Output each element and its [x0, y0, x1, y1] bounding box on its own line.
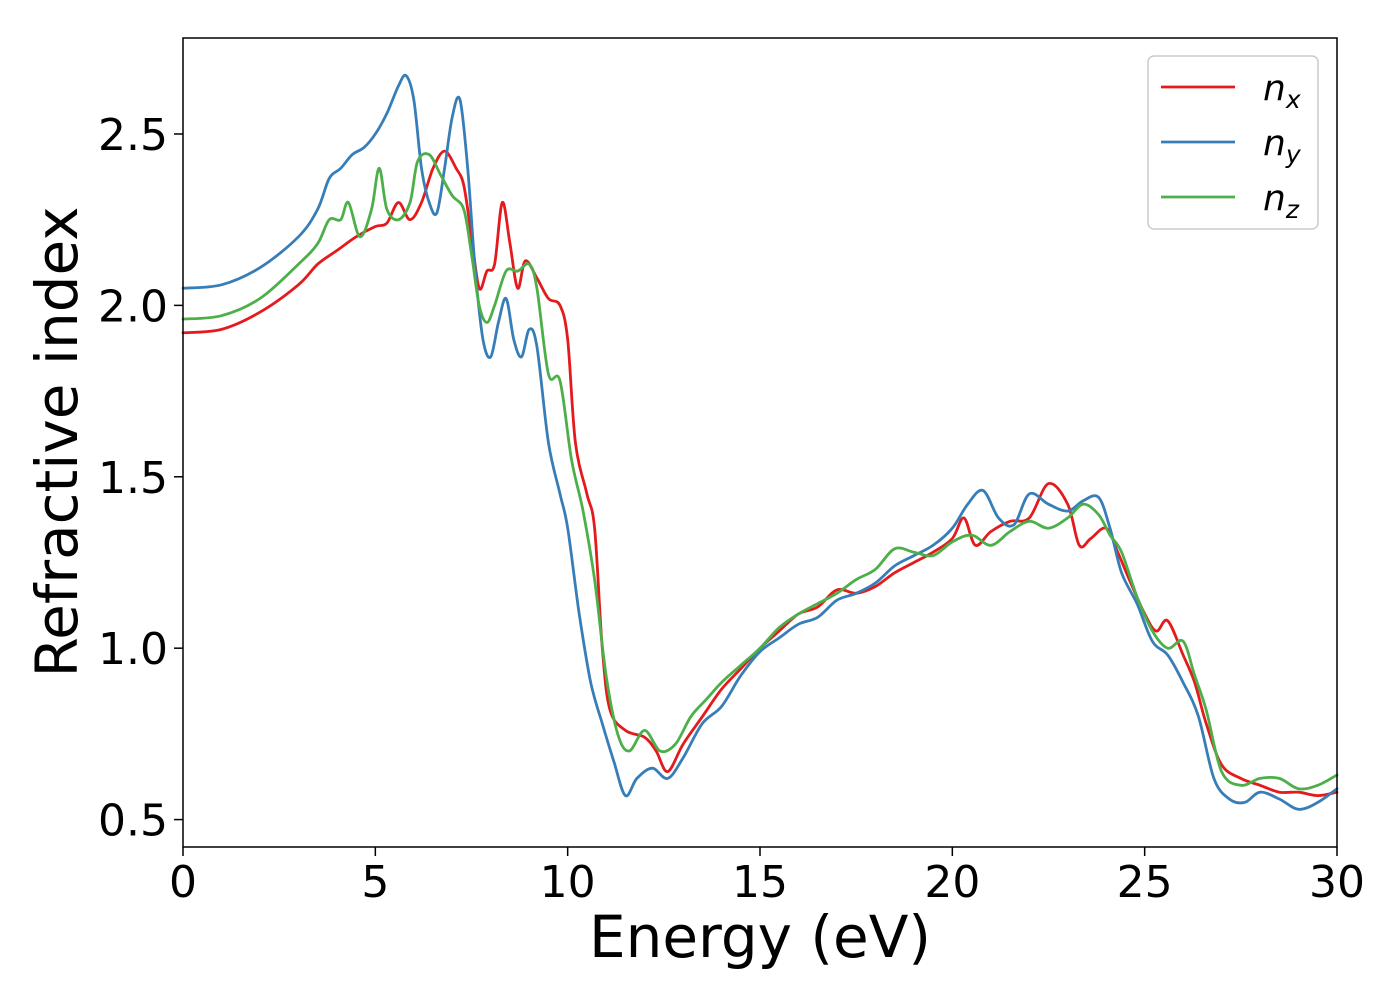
x-tick-label: 5: [361, 857, 389, 908]
legend: nx ny nz: [1147, 55, 1319, 230]
y-tick-label: 0.5: [98, 796, 168, 847]
y-tick-label: 1.5: [98, 453, 168, 504]
x-tick-label: 15: [732, 857, 788, 908]
x-tick-label: 20: [924, 857, 980, 908]
y-tick-label: 2.0: [98, 281, 168, 332]
series-line-ny: [181, 73, 1339, 811]
x-tick-label: 0: [169, 857, 197, 908]
x-axis-ticks: 0 5 10 15 20 25 30: [169, 847, 1365, 908]
plot-area: [183, 38, 1337, 847]
x-tick-label: 10: [540, 857, 596, 908]
y-axis-ticks: 0.5 1.0 1.5 2.0 2.5: [98, 110, 183, 847]
x-tick-label: 30: [1309, 857, 1365, 908]
legend-label-nx: nx: [1263, 68, 1301, 114]
legend-label-nz: nz: [1263, 178, 1300, 224]
y-axis-label: Refractive index: [23, 206, 91, 677]
series-line-nz: [181, 152, 1339, 791]
series-layer: [181, 73, 1339, 811]
x-axis-label: Energy (eV): [589, 903, 931, 971]
y-tick-label: 2.5: [98, 110, 168, 161]
y-tick-label: 1.0: [98, 624, 168, 675]
x-tick-label: 25: [1117, 857, 1173, 908]
legend-label-ny: ny: [1263, 123, 1302, 169]
